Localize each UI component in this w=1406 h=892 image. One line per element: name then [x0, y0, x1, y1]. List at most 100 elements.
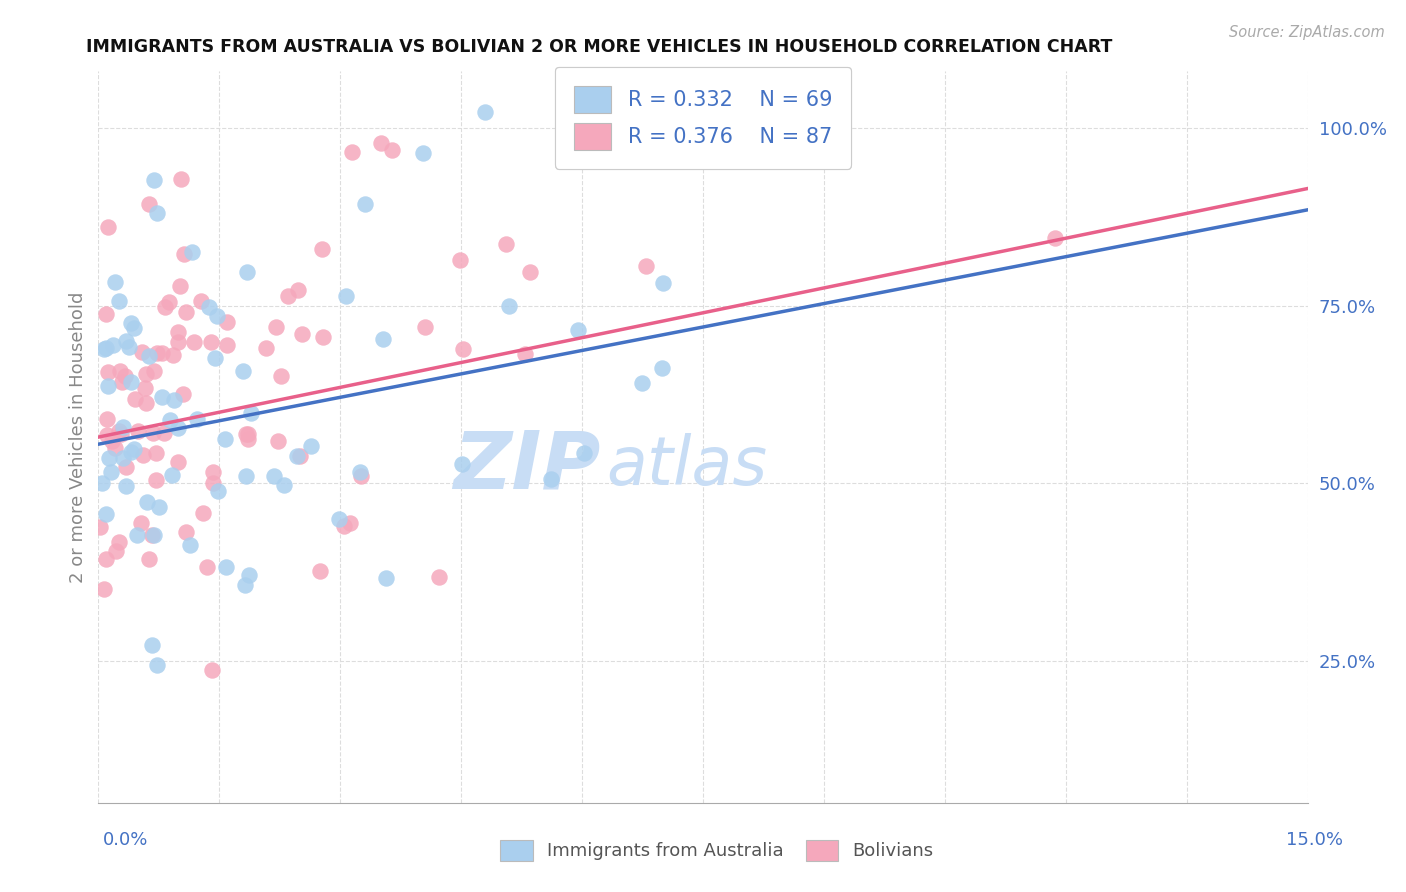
Point	[1045, 230, 1067, 244]
Point	[145, 474, 167, 488]
Point	[166, 335, 188, 350]
Point	[110, 427, 132, 442]
Point	[299, 439, 322, 453]
Point	[97, 220, 120, 235]
Point	[153, 425, 176, 440]
Point	[111, 420, 134, 434]
Point	[540, 472, 562, 486]
Point	[312, 330, 335, 344]
Point	[195, 560, 218, 574]
Point	[179, 538, 201, 552]
Point	[339, 516, 361, 530]
Point	[97, 365, 120, 379]
Point	[204, 351, 226, 366]
Point	[93, 342, 115, 356]
Text: atlas: atlas	[606, 434, 768, 500]
Point	[103, 337, 125, 351]
Point	[163, 393, 186, 408]
Point	[370, 136, 392, 150]
Point	[170, 171, 193, 186]
Point	[129, 516, 152, 530]
Y-axis label: 2 or more Vehicles in Household: 2 or more Vehicles in Household	[69, 292, 87, 582]
Point	[263, 469, 285, 483]
Point	[291, 326, 314, 341]
Point	[131, 345, 153, 359]
Point	[205, 309, 228, 323]
Point	[138, 349, 160, 363]
Point	[122, 321, 145, 335]
Point	[572, 446, 595, 460]
Point	[98, 450, 121, 465]
Point	[264, 319, 287, 334]
Point	[474, 104, 496, 119]
Text: ZIP: ZIP	[453, 427, 600, 506]
Point	[201, 663, 224, 677]
Point	[183, 335, 205, 350]
Point	[96, 428, 118, 442]
Point	[108, 364, 131, 378]
Point	[449, 252, 471, 267]
Point	[238, 427, 260, 442]
Point	[114, 334, 136, 349]
Point	[142, 425, 165, 440]
Point	[146, 346, 169, 360]
Point	[89, 519, 111, 533]
Point	[131, 448, 153, 462]
Point	[235, 265, 257, 279]
Point	[138, 196, 160, 211]
Point	[238, 568, 260, 582]
Point	[193, 506, 215, 520]
Point	[181, 245, 204, 260]
Point	[153, 300, 176, 314]
Point	[115, 460, 138, 475]
Point	[135, 495, 157, 509]
Point	[495, 236, 517, 251]
Point	[172, 386, 194, 401]
Point	[174, 305, 197, 319]
Point	[340, 145, 363, 159]
Point	[111, 376, 134, 390]
Point	[94, 507, 117, 521]
Point	[630, 376, 652, 390]
Point	[413, 320, 436, 334]
Legend: Immigrants from Australia, Bolivians: Immigrants from Australia, Bolivians	[491, 830, 943, 870]
Point	[157, 295, 180, 310]
Point	[498, 299, 520, 313]
Point	[636, 259, 658, 273]
Point	[97, 378, 120, 392]
Point	[169, 279, 191, 293]
Point	[215, 560, 238, 574]
Text: 0.0%: 0.0%	[103, 831, 148, 849]
Point	[333, 518, 356, 533]
Point	[160, 468, 183, 483]
Point	[371, 331, 394, 345]
Point	[287, 283, 309, 297]
Point	[141, 528, 163, 542]
Point	[349, 466, 371, 480]
Point	[108, 294, 131, 309]
Point	[309, 564, 332, 578]
Point	[124, 442, 146, 457]
Point	[240, 406, 263, 420]
Point	[90, 475, 112, 490]
Text: Source: ZipAtlas.com: Source: ZipAtlas.com	[1229, 25, 1385, 40]
Point	[567, 323, 589, 337]
Point	[450, 458, 472, 472]
Point	[412, 145, 434, 160]
Point	[427, 570, 450, 584]
Point	[120, 316, 142, 330]
Point	[270, 368, 292, 383]
Point	[114, 368, 136, 383]
Point	[94, 551, 117, 566]
Point	[104, 544, 127, 558]
Text: IMMIGRANTS FROM AUSTRALIA VS BOLIVIAN 2 OR MORE VEHICLES IN HOUSEHOLD CORRELATIO: IMMIGRANTS FROM AUSTRALIA VS BOLIVIAN 2 …	[86, 38, 1112, 56]
Point	[167, 455, 190, 469]
Point	[117, 340, 139, 354]
Point	[104, 442, 127, 456]
Point	[235, 427, 257, 442]
Point	[150, 390, 173, 404]
Point	[173, 247, 195, 261]
Point	[143, 364, 166, 378]
Point	[217, 315, 239, 329]
Point	[217, 337, 239, 351]
